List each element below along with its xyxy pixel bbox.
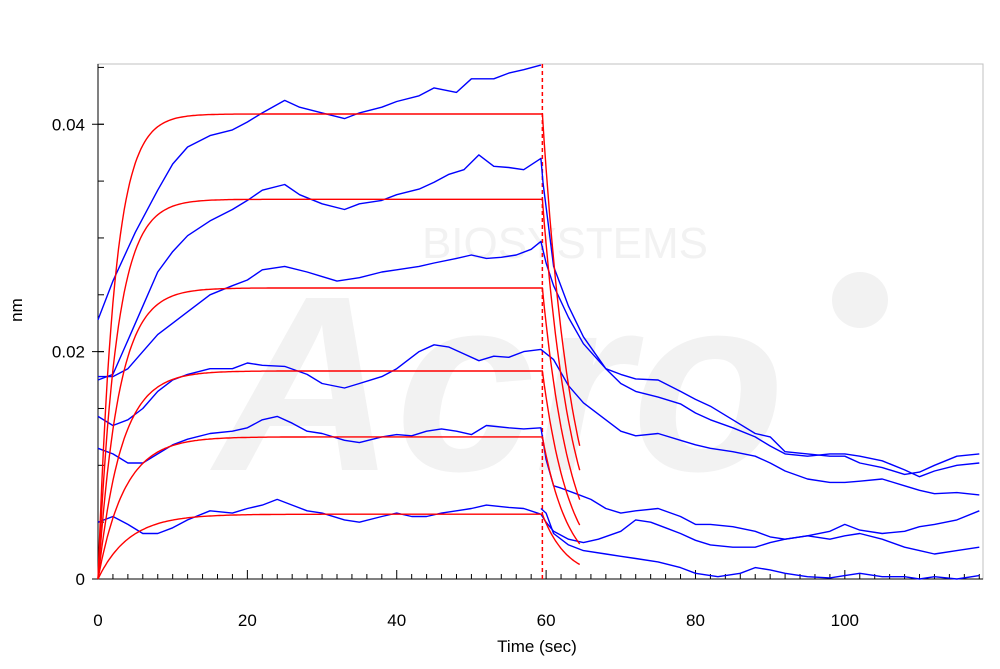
series-layer xyxy=(97,64,980,580)
measured-curve-5 xyxy=(97,415,980,540)
measured-curve-7 xyxy=(540,507,980,580)
fit-curve-9 xyxy=(97,198,581,580)
x-tick-label: 40 xyxy=(387,611,406,630)
fit-curve-13 xyxy=(97,513,581,580)
watermark-logo-dot xyxy=(832,272,888,328)
fit-curve-11 xyxy=(97,370,581,580)
tick-labels: 0 0.02 0.04 0 20 40 60 80 100 xyxy=(52,115,859,630)
fit-curve-10 xyxy=(97,287,581,580)
watermark: BIOSYSTEMS Acro xyxy=(209,219,888,523)
axes xyxy=(92,64,983,580)
x-tick-label: 0 xyxy=(93,611,102,630)
fit-curve-8 xyxy=(97,113,581,580)
x-tick-label: 100 xyxy=(831,611,859,630)
y-tick-label: 0.04 xyxy=(52,115,85,134)
y-axis-title: nm xyxy=(7,298,26,322)
y-tick-label: 0.02 xyxy=(52,343,85,362)
y-tick-label: 0 xyxy=(76,570,85,589)
watermark-logo: Acro xyxy=(209,244,785,523)
x-tick-label: 20 xyxy=(238,611,257,630)
fit-curve-12 xyxy=(97,436,581,580)
x-axis-title: Time (sec) xyxy=(497,637,577,656)
x-tick-label: 60 xyxy=(537,611,556,630)
measured-curve-1 xyxy=(97,64,542,321)
watermark-subtitle: BIOSYSTEMS xyxy=(422,219,708,268)
x-tick-label: 80 xyxy=(686,611,705,630)
measured-curve-6 xyxy=(97,498,980,555)
measured-curve-3 xyxy=(98,240,980,478)
measured-curve-4 xyxy=(97,344,980,496)
